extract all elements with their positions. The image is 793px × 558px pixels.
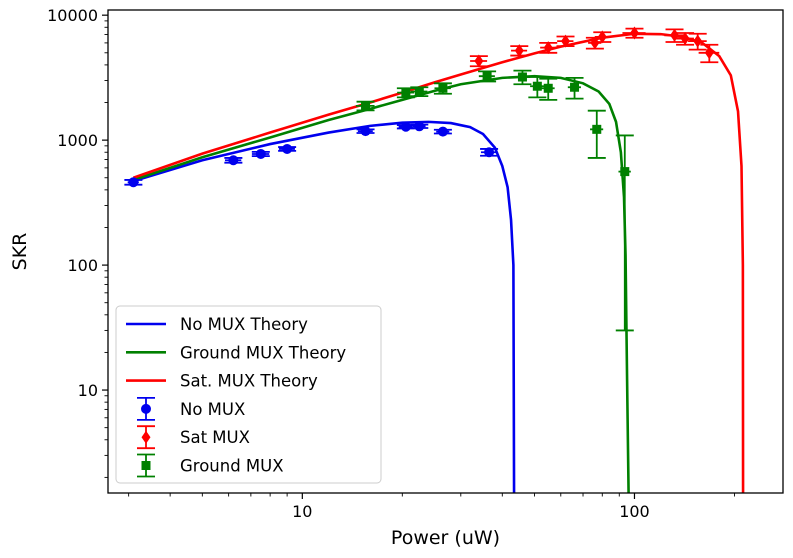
marker-square bbox=[438, 83, 448, 93]
legend-marker bbox=[141, 403, 151, 414]
marker-circle bbox=[484, 147, 495, 158]
legend-box bbox=[115, 305, 382, 484]
data-point-2-6 bbox=[528, 76, 547, 99]
legend-label: Ground MUX Theory bbox=[180, 343, 346, 362]
marker-circle bbox=[255, 148, 266, 159]
data-point-0-3 bbox=[278, 143, 297, 154]
data-point-2-4 bbox=[478, 70, 497, 83]
legend-label: No MUX Theory bbox=[180, 315, 308, 334]
y-tick-label-2: 1000 bbox=[57, 131, 98, 150]
theory-line-2 bbox=[132, 32, 745, 493]
data-point-1-2 bbox=[539, 41, 558, 55]
theory-line-0 bbox=[132, 120, 516, 493]
data-point-0-6 bbox=[410, 121, 429, 132]
data-point-0-0 bbox=[124, 177, 143, 188]
legend-item-measured-0: No MUX bbox=[137, 396, 245, 421]
measured-points bbox=[124, 26, 720, 332]
marker-square bbox=[517, 72, 527, 82]
marker-diamond bbox=[693, 34, 703, 48]
marker-diamond bbox=[670, 28, 680, 42]
y-tick-label-1: 100 bbox=[67, 256, 98, 275]
marker-circle bbox=[400, 121, 411, 132]
legend-marker bbox=[141, 430, 151, 444]
marker-circle bbox=[437, 126, 448, 137]
marker-diamond bbox=[474, 54, 484, 68]
marker-circle bbox=[414, 121, 425, 132]
data-point-2-10 bbox=[615, 134, 634, 332]
legend-item-theory-0: No MUX Theory bbox=[126, 315, 308, 334]
marker-diamond bbox=[543, 41, 553, 55]
plot-frame bbox=[107, 9, 784, 494]
marker-square bbox=[620, 167, 630, 177]
legend-item-theory-1: Ground MUX Theory bbox=[126, 343, 346, 362]
data-point-0-1 bbox=[224, 155, 243, 166]
marker-circle bbox=[360, 126, 371, 137]
data-point-1-0 bbox=[469, 54, 488, 68]
marker-circle bbox=[228, 155, 239, 166]
data-point-0-5 bbox=[396, 121, 415, 132]
legend-label: No MUX bbox=[180, 400, 245, 419]
legend: No MUX Theory Ground MUX Theory Sat. MUX T… bbox=[115, 305, 382, 484]
marker-diamond bbox=[597, 30, 607, 44]
legend-label: Ground MUX bbox=[180, 457, 284, 476]
data-point-2-1 bbox=[396, 87, 415, 99]
axis-ticks: 10 100 10 100 1000 10000 bbox=[47, 6, 735, 521]
data-point-1-7 bbox=[664, 28, 685, 43]
marker-diamond bbox=[704, 46, 714, 60]
data-point-0-7 bbox=[433, 126, 452, 137]
data-point-1-10 bbox=[698, 43, 720, 64]
data-point-2-2 bbox=[410, 86, 429, 98]
data-point-2-3 bbox=[433, 82, 452, 95]
marker-square bbox=[570, 82, 580, 92]
x-tick-label-0: 10 bbox=[292, 502, 312, 521]
data-point-0-2 bbox=[251, 148, 270, 159]
data-point-0-8 bbox=[480, 147, 499, 158]
legend-item-measured-2: Ground MUX bbox=[137, 453, 284, 478]
marker-diamond bbox=[561, 34, 571, 48]
marker-square bbox=[532, 81, 542, 91]
marker-square bbox=[592, 124, 602, 134]
y-tick-label-0: 10 bbox=[78, 381, 98, 400]
data-point-1-1 bbox=[510, 44, 529, 58]
legend-label: Sat. MUX Theory bbox=[180, 372, 318, 391]
marker-square bbox=[401, 88, 411, 98]
data-point-2-8 bbox=[565, 76, 584, 100]
data-point-1-5 bbox=[593, 30, 612, 44]
data-point-0-4 bbox=[356, 126, 375, 137]
marker-diamond bbox=[514, 44, 524, 58]
x-axis-title: Power (uW) bbox=[391, 527, 500, 549]
marker-square bbox=[361, 101, 371, 111]
data-point-2-9 bbox=[587, 109, 606, 159]
y-tick-label-3: 10000 bbox=[47, 6, 98, 25]
y-axis-title: SKR bbox=[9, 233, 31, 271]
marker-square bbox=[482, 71, 492, 81]
marker-square bbox=[414, 87, 424, 97]
legend-label: Sat MUX bbox=[180, 428, 250, 447]
data-point-2-0 bbox=[355, 100, 375, 112]
legend-item-measured-1: Sat MUX bbox=[137, 425, 250, 450]
data-point-2-5 bbox=[513, 69, 532, 86]
marker-circle bbox=[128, 177, 139, 188]
marker-circle bbox=[282, 143, 293, 154]
marker-diamond bbox=[680, 32, 690, 46]
marker-square bbox=[543, 83, 553, 93]
data-point-1-6 bbox=[622, 26, 646, 40]
x-tick-label-1: 100 bbox=[619, 502, 650, 521]
legend-item-theory-2: Sat. MUX Theory bbox=[126, 372, 318, 391]
legend-marker bbox=[141, 461, 151, 470]
data-point-1-9 bbox=[688, 32, 707, 51]
data-point-2-7 bbox=[539, 77, 558, 101]
marker-diamond bbox=[629, 26, 639, 40]
data-point-1-3 bbox=[556, 34, 575, 48]
